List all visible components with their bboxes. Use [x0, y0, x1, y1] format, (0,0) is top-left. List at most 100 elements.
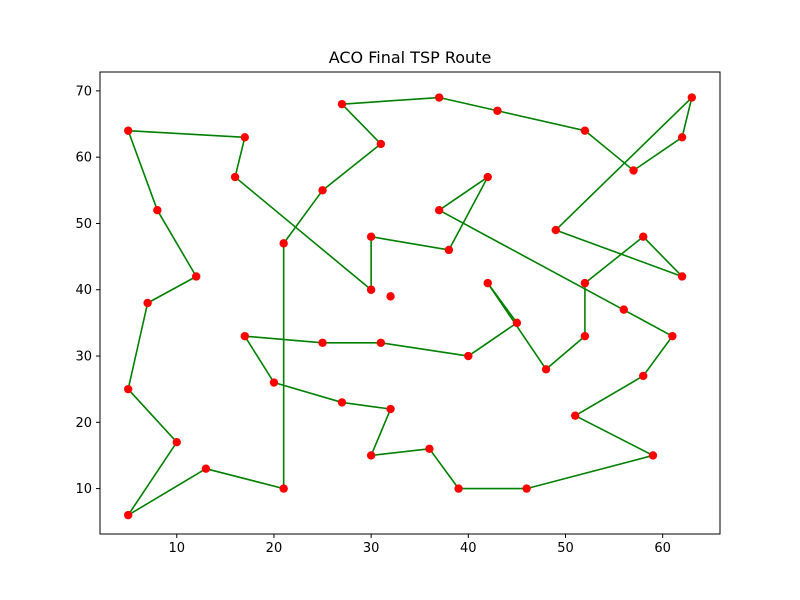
route-segment — [341, 401, 391, 410]
route-segment — [370, 408, 392, 456]
city-point — [172, 437, 181, 447]
city-point — [444, 245, 454, 255]
city-point — [580, 331, 590, 341]
city-point — [123, 384, 133, 394]
route-segment — [380, 341, 469, 357]
city-point — [366, 451, 376, 460]
route-segment — [633, 136, 683, 172]
city-point — [580, 278, 590, 288]
route-segment — [642, 335, 674, 377]
route-segment — [438, 209, 673, 337]
x-tick-label: 10 — [168, 541, 185, 556]
city-point — [337, 99, 347, 109]
city-point — [434, 93, 444, 102]
route-segment — [370, 235, 450, 251]
city-point — [541, 365, 551, 374]
city-point — [677, 133, 687, 142]
city-point — [434, 206, 444, 215]
route-segment — [574, 414, 654, 457]
route-segment — [127, 388, 178, 443]
route-segment — [681, 97, 693, 138]
city-point — [337, 398, 347, 407]
route-segment — [156, 209, 197, 277]
city-point — [493, 106, 502, 115]
route-segment — [341, 96, 440, 105]
city-point — [483, 172, 492, 182]
city-point — [192, 272, 201, 281]
city-point — [366, 232, 376, 241]
route-segment — [283, 189, 324, 244]
city-point — [279, 484, 288, 493]
route-segment — [127, 468, 207, 516]
chart-title: ACO Final TSP Route — [329, 48, 492, 67]
axes-border — [99, 71, 721, 535]
city-point — [629, 166, 638, 175]
route-segment — [448, 176, 489, 251]
route-lines — [127, 96, 693, 516]
route-segment — [584, 236, 644, 284]
route-segment — [322, 143, 382, 191]
city-point — [153, 206, 162, 215]
route-segment — [526, 454, 654, 490]
city-point — [454, 484, 463, 493]
city-point — [318, 186, 327, 195]
city-point — [269, 378, 279, 387]
city-point — [522, 484, 531, 493]
route-segment — [428, 448, 460, 490]
route-segment — [438, 96, 498, 112]
city-point — [425, 444, 434, 454]
x-tick-label: 20 — [266, 541, 283, 556]
city-point — [143, 298, 152, 308]
city-point — [201, 464, 211, 473]
x-tick-label: 50 — [557, 541, 574, 556]
y-tick-label: 70 — [75, 84, 92, 99]
y-tick-label: 60 — [75, 151, 92, 166]
route-segment — [545, 335, 586, 370]
route-segment — [147, 275, 197, 304]
y-tick-label: 50 — [75, 217, 92, 232]
route-segment — [371, 448, 430, 457]
axis-ticks: 10 20 30 40 50 60 10 20 30 40 50 60 70 — [75, 84, 670, 556]
city-point — [123, 510, 133, 520]
city-point — [483, 278, 492, 288]
route-segment — [127, 130, 159, 211]
city-point — [464, 351, 473, 361]
axes-frame — [99, 71, 721, 535]
city-point — [639, 232, 648, 241]
route-segment — [234, 176, 372, 291]
route-segment — [438, 176, 489, 211]
route-segment — [467, 322, 518, 357]
city-points — [123, 93, 697, 520]
route-segment — [127, 441, 178, 516]
y-tick-label: 10 — [75, 482, 92, 497]
route-segment — [341, 103, 382, 145]
city-point — [376, 338, 386, 347]
route-segment — [127, 302, 149, 390]
city-point — [512, 318, 522, 328]
route-segment — [273, 381, 343, 404]
city-point — [123, 126, 133, 135]
city-point — [648, 451, 658, 460]
city-point — [386, 292, 395, 301]
city-point — [551, 225, 560, 235]
city-point — [580, 126, 590, 135]
x-tick-label: 60 — [654, 541, 671, 556]
route-segment — [584, 130, 635, 172]
city-point — [230, 172, 240, 182]
city-point — [279, 239, 288, 248]
city-point — [639, 371, 648, 381]
y-tick-label: 20 — [75, 416, 92, 431]
city-point — [240, 133, 249, 142]
y-tick-label: 30 — [75, 350, 92, 365]
x-tick-label: 30 — [363, 541, 380, 556]
city-point — [376, 139, 386, 149]
city-point — [318, 338, 327, 347]
route-segment — [555, 96, 693, 231]
city-point — [386, 404, 395, 414]
y-tick-label: 40 — [75, 283, 92, 298]
route-segment — [234, 137, 246, 178]
city-point — [366, 285, 376, 294]
route-segment — [642, 236, 683, 278]
